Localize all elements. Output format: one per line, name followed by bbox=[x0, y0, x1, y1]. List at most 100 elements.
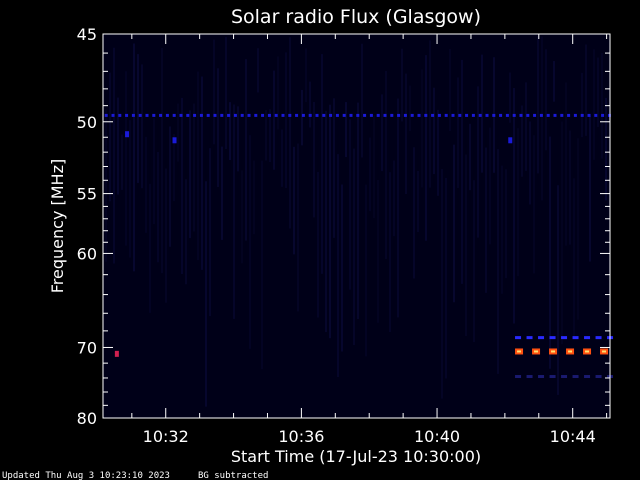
band-segment bbox=[308, 113, 312, 117]
band-segment bbox=[515, 375, 522, 379]
noise-streak bbox=[313, 101, 315, 218]
band-segment bbox=[179, 113, 183, 117]
band-segment bbox=[526, 375, 533, 379]
noise-streak bbox=[217, 68, 219, 187]
band-segment bbox=[390, 113, 394, 117]
noise-streak bbox=[397, 98, 399, 318]
noise-streak bbox=[305, 48, 307, 103]
noise-streak bbox=[325, 110, 327, 333]
noise-streak bbox=[541, 36, 543, 201]
noise-streak bbox=[521, 105, 523, 177]
band-segment bbox=[492, 113, 496, 117]
noise-streak bbox=[177, 103, 179, 162]
y-tick-label: 80 bbox=[77, 409, 97, 428]
band-segment bbox=[315, 113, 319, 117]
noise-streak bbox=[273, 70, 275, 170]
noise-streak bbox=[165, 168, 167, 303]
noise-streak bbox=[153, 118, 155, 225]
noise-streak bbox=[469, 123, 471, 191]
band-segment bbox=[254, 113, 258, 117]
band-segment bbox=[512, 113, 516, 117]
y-tick-label: 55 bbox=[77, 185, 97, 204]
band-segment bbox=[165, 113, 169, 117]
band-segment bbox=[607, 113, 611, 117]
noise-streak bbox=[253, 160, 255, 235]
band-segment bbox=[356, 113, 360, 117]
band-segment bbox=[383, 113, 387, 117]
noise-streak bbox=[485, 147, 487, 293]
noise-streak bbox=[441, 169, 443, 399]
band-segment bbox=[458, 113, 462, 117]
noise-streak bbox=[157, 151, 159, 263]
emission-band bbox=[515, 348, 609, 355]
noise-streak bbox=[505, 169, 507, 279]
noise-streak bbox=[585, 44, 587, 136]
footer-note: BG subtracted bbox=[198, 471, 268, 480]
band-segment bbox=[444, 113, 448, 117]
band-segment bbox=[560, 113, 564, 117]
band-segment bbox=[595, 375, 602, 379]
band-segment bbox=[199, 113, 203, 117]
band-segment bbox=[240, 113, 244, 117]
band-segment bbox=[274, 113, 278, 117]
band-segment bbox=[515, 336, 522, 340]
noise-streak bbox=[561, 121, 563, 345]
noise-streak bbox=[525, 82, 527, 171]
noise-streak bbox=[169, 126, 171, 247]
noise-streak bbox=[389, 172, 391, 332]
noise-streak bbox=[213, 39, 215, 145]
x-tick-label: 10:44 bbox=[550, 427, 596, 446]
band-segment-core bbox=[517, 350, 522, 353]
band-segment bbox=[595, 336, 602, 340]
noise-streak bbox=[385, 70, 387, 259]
x-axis-label: Start Time (17-Jul-23 10:30:00) bbox=[231, 447, 481, 466]
band-segment bbox=[261, 113, 265, 117]
band-segment bbox=[403, 113, 407, 117]
footer-updated: Updated Thu Aug 3 10:23:10 2023 bbox=[2, 471, 170, 480]
band-segment-core bbox=[602, 350, 607, 353]
noise-streak bbox=[285, 52, 287, 188]
noise-streak bbox=[401, 48, 403, 122]
noise-streak bbox=[221, 146, 223, 240]
band-segment bbox=[553, 113, 557, 117]
noise-streak bbox=[201, 76, 203, 270]
band-segment bbox=[546, 113, 550, 117]
band-segment bbox=[220, 113, 224, 117]
band-segment bbox=[104, 113, 108, 117]
noise-streak bbox=[545, 49, 547, 151]
noise-streak bbox=[249, 135, 251, 349]
noise-streak bbox=[553, 61, 555, 102]
noise-streak bbox=[269, 109, 271, 163]
noise-streak bbox=[373, 115, 375, 219]
band-segment bbox=[301, 113, 305, 117]
y-tick-label: 60 bbox=[77, 244, 97, 263]
noise-streak bbox=[237, 106, 239, 172]
band-segment-core bbox=[534, 350, 539, 353]
noise-streak bbox=[417, 171, 419, 233]
band-segment bbox=[267, 113, 271, 117]
noise-layer bbox=[105, 36, 607, 407]
noise-streak bbox=[593, 49, 595, 160]
noise-streak bbox=[281, 129, 283, 187]
band-segment bbox=[247, 113, 251, 117]
noise-streak bbox=[577, 138, 579, 320]
noise-streak bbox=[445, 177, 447, 379]
noise-streak bbox=[341, 184, 343, 352]
emission-band bbox=[515, 336, 614, 340]
noise-streak bbox=[225, 37, 227, 150]
band-segment bbox=[580, 113, 584, 117]
noise-streak bbox=[421, 69, 423, 188]
emission-band bbox=[515, 375, 614, 379]
noise-streak bbox=[121, 134, 123, 190]
noise-streak bbox=[453, 144, 455, 303]
noise-streak bbox=[601, 52, 603, 159]
noise-streak bbox=[361, 43, 363, 158]
band-segment bbox=[601, 113, 605, 117]
band-segment bbox=[533, 113, 537, 117]
noise-streak bbox=[369, 137, 371, 212]
band-segment bbox=[335, 113, 339, 117]
noise-streak bbox=[197, 71, 199, 261]
noise-streak bbox=[509, 72, 511, 123]
noise-streak bbox=[129, 120, 131, 258]
band-segment bbox=[567, 113, 571, 117]
